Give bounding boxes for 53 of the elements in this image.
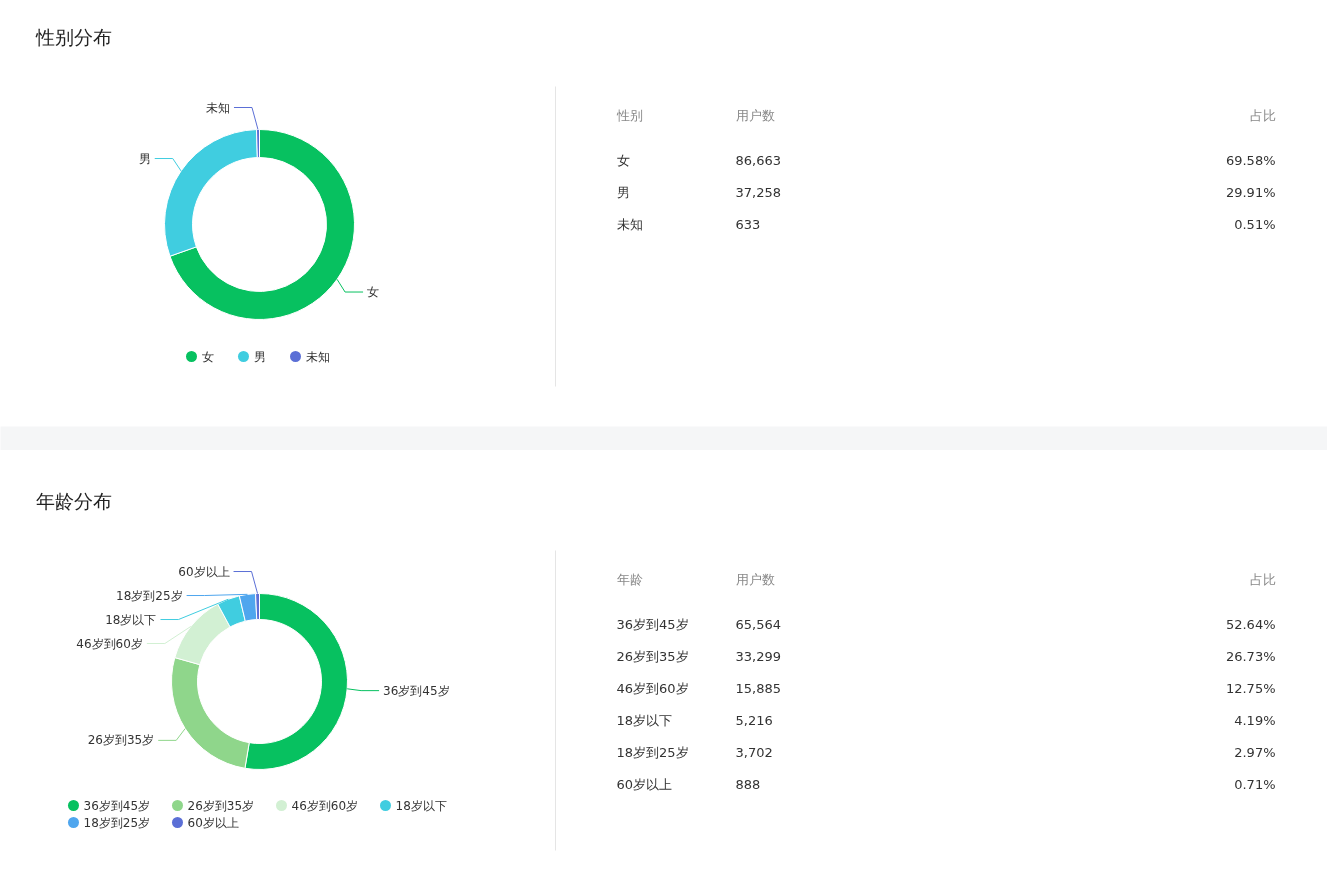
category-label: 26岁到35岁 bbox=[616, 649, 689, 664]
slice-label: 未知 bbox=[205, 100, 230, 115]
text: 占比 bbox=[1249, 572, 1276, 587]
text: 29.91% bbox=[1225, 185, 1276, 200]
slice-label: 60岁以上 bbox=[178, 564, 230, 579]
legend-label: 未知 bbox=[305, 349, 330, 364]
category-label: 60岁以上 bbox=[616, 777, 673, 792]
text: 12.75% bbox=[1225, 681, 1276, 696]
text: 年龄 bbox=[616, 572, 643, 587]
text: 0.51% bbox=[1234, 217, 1276, 232]
category-label: 女 bbox=[616, 153, 630, 168]
text: 0.71% bbox=[1234, 777, 1276, 792]
slice-label: 36岁到45岁 bbox=[383, 683, 450, 698]
text: 性别 bbox=[615, 108, 643, 123]
slice-label: 18岁以下 bbox=[105, 612, 157, 627]
legend-label: 60岁以上 bbox=[187, 815, 239, 830]
text: 52.64% bbox=[1225, 617, 1276, 632]
slice-label: 26岁到35岁 bbox=[87, 733, 155, 748]
category-label: 18岁到25岁 bbox=[616, 745, 689, 760]
text: 26.73% bbox=[1225, 649, 1276, 664]
slice-label: 女 bbox=[367, 285, 380, 300]
category-label: 18岁以下 bbox=[616, 713, 673, 728]
category-label: 未知 bbox=[616, 217, 643, 232]
text: 用户数 bbox=[735, 572, 775, 587]
chart-title: 年龄分布 bbox=[35, 489, 112, 512]
text: 3,702 bbox=[735, 745, 773, 760]
text: 888 bbox=[735, 777, 761, 792]
text: 用户数 bbox=[735, 108, 775, 123]
category-label: 男 bbox=[616, 185, 630, 200]
legend-label: 36岁到45岁 bbox=[83, 798, 151, 813]
text: 37,258 bbox=[735, 185, 781, 200]
text: 15,885 bbox=[735, 681, 781, 696]
chart-title: 性别分布 bbox=[34, 25, 112, 48]
legend-label: 18岁到25岁 bbox=[83, 815, 151, 830]
category-label: 36岁到45岁 bbox=[616, 617, 689, 632]
text: 33,299 bbox=[735, 649, 781, 664]
text: 5,216 bbox=[735, 713, 773, 728]
text: 占比 bbox=[1249, 108, 1276, 123]
text: 65,564 bbox=[735, 617, 781, 632]
slice-label: 18岁到25岁 bbox=[116, 588, 183, 603]
legend-label: 26岁到35岁 bbox=[187, 798, 255, 813]
text: 69.58% bbox=[1225, 153, 1276, 168]
text: 4.19% bbox=[1234, 713, 1276, 728]
category-label: 46岁到60岁 bbox=[616, 681, 689, 696]
slice-label: 男 bbox=[138, 151, 151, 166]
legend-label: 女 bbox=[201, 349, 214, 364]
legend-label: 46岁到60岁 bbox=[291, 798, 359, 813]
slice-label: 46岁到60岁 bbox=[76, 636, 143, 651]
legend-label: 18岁以下 bbox=[395, 798, 447, 813]
text: 86,663 bbox=[735, 153, 781, 168]
text: 633 bbox=[735, 217, 761, 232]
legend-label: 男 bbox=[253, 349, 266, 364]
text: 2.97% bbox=[1234, 745, 1276, 760]
